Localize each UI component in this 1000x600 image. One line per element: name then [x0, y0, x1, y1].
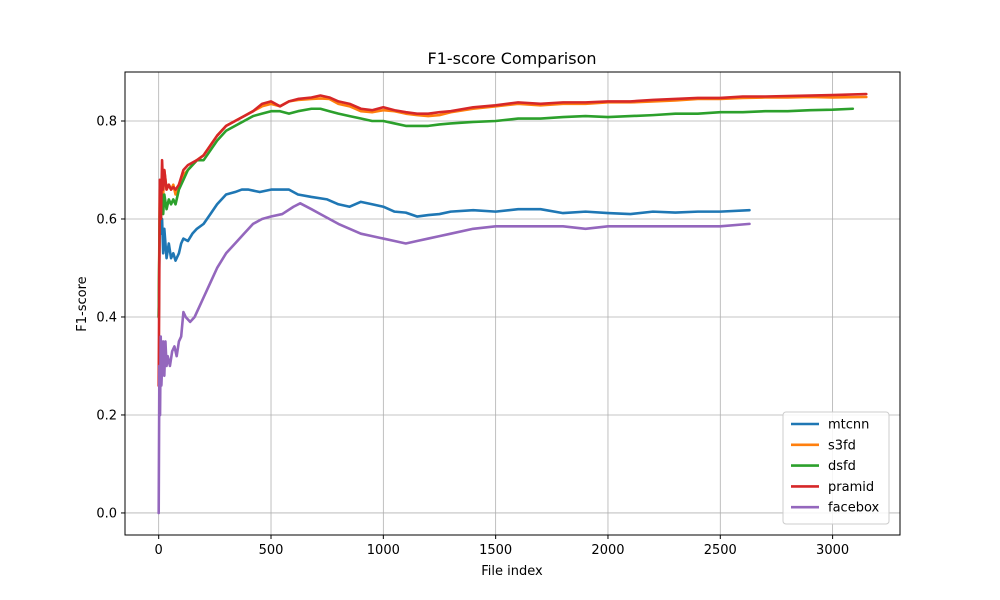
- series-line-mtcnn: [157, 188, 751, 319]
- y-tick-label: 0.6: [96, 212, 117, 227]
- legend-label-mtcnn: mtcnn: [828, 418, 869, 433]
- x-tick-label: 3000: [816, 543, 849, 558]
- chart-title: F1-score Comparison: [427, 49, 596, 68]
- legend: mtcnn s3fd dsfd pramid facebox: [782, 411, 890, 525]
- series-lines: [157, 92, 868, 515]
- legend-label-facebox: facebox: [828, 501, 879, 516]
- series-line-pramid: [157, 92, 868, 387]
- x-tick-label: 1500: [479, 543, 512, 558]
- x-tick-label: 1000: [367, 543, 400, 558]
- series-line-dsfd: [157, 107, 855, 319]
- legend-label-pramid: pramid: [828, 480, 874, 495]
- y-tick-label: 0.2: [96, 408, 117, 423]
- x-tick-label: 500: [259, 543, 284, 558]
- x-tick-label: 0: [155, 543, 163, 558]
- y-tick-label: 0.0: [96, 506, 117, 521]
- legend-label-s3fd: s3fd: [828, 438, 856, 453]
- x-axis-label: File index: [481, 564, 543, 579]
- legend-label-dsfd: dsfd: [828, 459, 856, 474]
- y-axis-label: F1-score: [75, 276, 90, 331]
- plot-frame: [124, 71, 901, 536]
- axes: [124, 71, 901, 536]
- series-line-facebox: [157, 202, 751, 515]
- x-tick-label: 2000: [591, 543, 624, 558]
- ticks: 0 500 1000 1500 2000 2500 3000 0.0 0.2 0.4 0.6 0.8: [96, 114, 849, 558]
- grid-lines: [125, 72, 900, 535]
- x-tick-label: 2500: [704, 543, 737, 558]
- y-tick-label: 0.4: [96, 310, 117, 325]
- legend-box: [782, 411, 890, 525]
- y-tick-label: 0.8: [96, 114, 117, 129]
